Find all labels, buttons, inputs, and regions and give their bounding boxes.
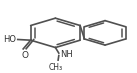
Text: HO: HO (3, 35, 16, 44)
Text: NH: NH (60, 50, 73, 59)
Text: CH₃: CH₃ (48, 63, 62, 72)
Text: O: O (21, 51, 28, 60)
